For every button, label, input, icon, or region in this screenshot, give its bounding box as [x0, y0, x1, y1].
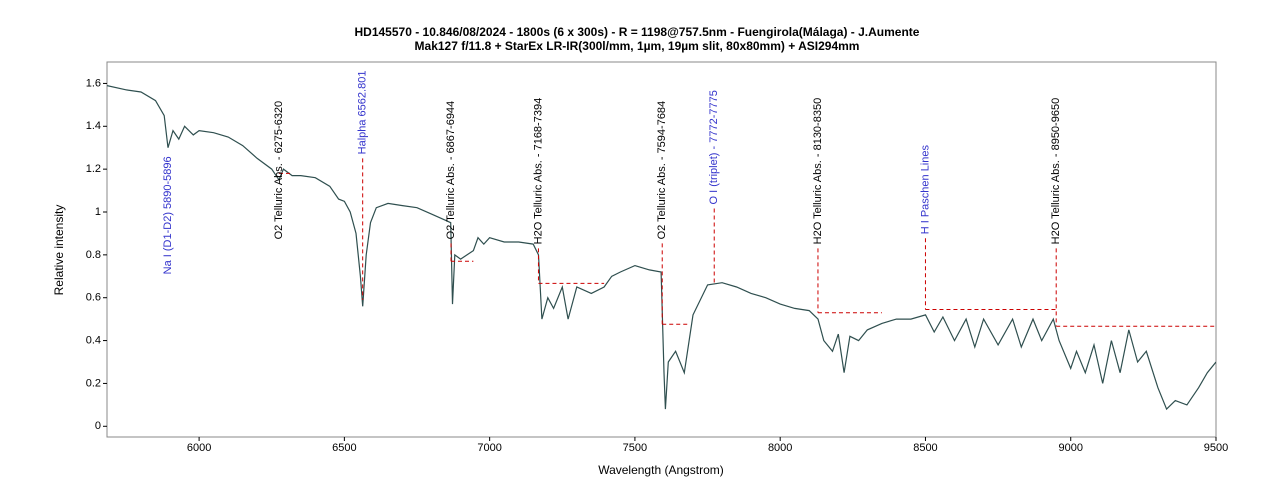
annotation-label: H2O Telluric Abs. - 8950-9650 [1050, 98, 1062, 245]
annotation-label: Halpha 6562.801 [357, 71, 369, 155]
chart-subtitle: Mak127 f/11.8 + StarEx LR-IR(300l/mm, 1µ… [415, 39, 860, 53]
y-tick-label: 1 [95, 206, 101, 218]
x-axis-label: Wavelength (Angstrom) [598, 463, 724, 477]
annotation-label: H2O Telluric Abs. - 7168-7394 [532, 98, 544, 245]
x-tick-label: 8500 [913, 442, 937, 454]
y-tick-label: 1.2 [86, 163, 101, 175]
annotation-label: O I (triplet) - 7772-7775 [708, 90, 720, 204]
x-tick-label: 9500 [1204, 442, 1228, 454]
y-tick-label: 0 [95, 420, 101, 432]
annotation-label: O2 Telluric Abs. - 6867-6944 [445, 101, 457, 240]
y-tick-label: 0.2 [86, 377, 101, 389]
x-tick-label: 9000 [1058, 442, 1082, 454]
spectrum-line [107, 85, 1216, 411]
plot-area [107, 85, 1216, 411]
annotation-label: Na I (D1-D2) 5890-5896 [162, 156, 174, 274]
y-tick-label: 0.4 [86, 334, 101, 346]
chart-title: HD145570 - 10.846/08/2024 - 1800s (6 x 3… [355, 25, 920, 39]
annotation-label: H2O Telluric Abs. - 8130-8350 [812, 98, 824, 245]
y-tick-label: 1.6 [86, 77, 101, 89]
x-tick-label: 7000 [477, 442, 501, 454]
y-tick-label: 0.8 [86, 249, 101, 261]
y-tick-label: 1.4 [86, 120, 101, 132]
x-tick-label: 7500 [623, 442, 647, 454]
y-axis-label: Relative intensity [52, 205, 66, 296]
annotation-label: H I Paschen Lines [919, 145, 931, 235]
x-tick-label: 8000 [768, 442, 792, 454]
x-tick-label: 6500 [332, 442, 356, 454]
plot-frame [106, 61, 1217, 438]
y-tick-label: 0.6 [86, 292, 101, 304]
annotation-label: O2 Telluric Abs. - 6275-6320 [273, 101, 285, 240]
x-tick-label: 6000 [187, 442, 211, 454]
annotation-label: O2 Telluric Abs. - 7594-7684 [656, 101, 668, 240]
